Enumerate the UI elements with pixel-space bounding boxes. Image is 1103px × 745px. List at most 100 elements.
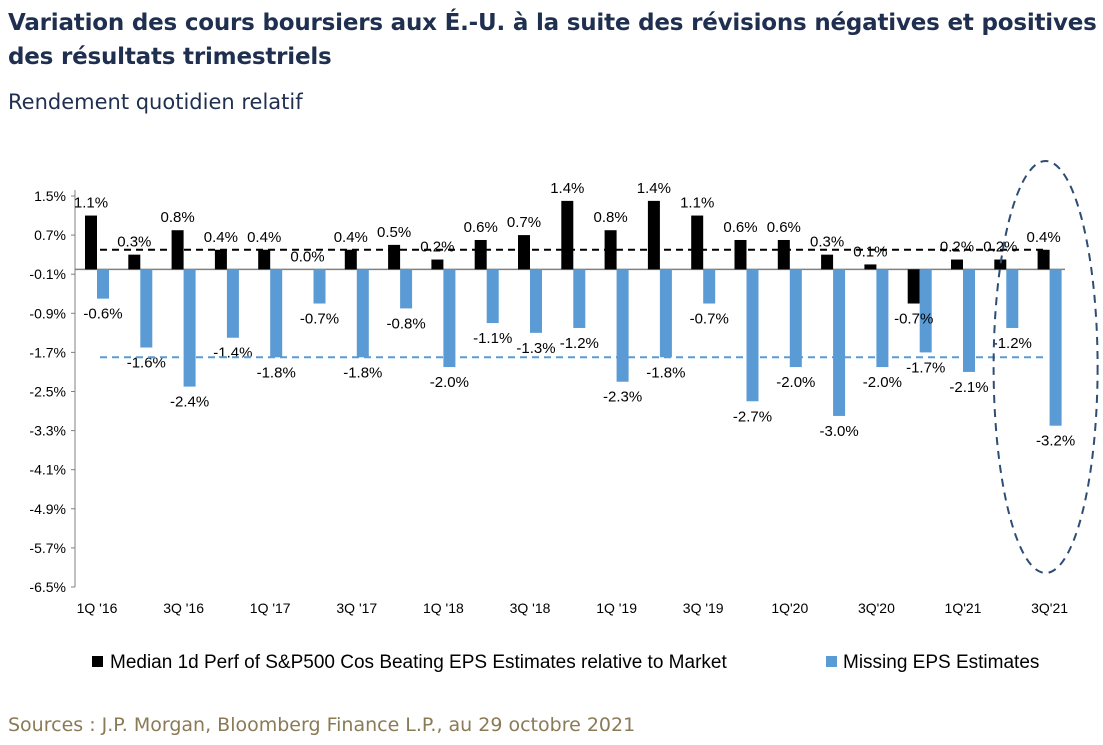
miss-bar-label: -1.2% [993,335,1032,352]
beat-bar-label: 0.4% [334,229,368,246]
beat-bar-label: 1.1% [680,195,714,212]
y-tick-label: -2.5% [29,384,66,400]
bar-labels: 1.1% 0.3% 0.8% 0.4% 0.4% 0.0% 0.4% 0.5% 0.2% 0.6%… [74,180,1075,450]
miss-bar [573,269,586,328]
beat-bar [691,215,704,270]
miss-bar [789,269,802,368]
beat-bar [388,244,401,270]
miss-bar-label: -2.0% [863,374,902,391]
x-tick-label: 1Q '19 [596,600,637,616]
x-tick-label: 3Q'20 [858,600,895,616]
miss-bar [833,269,846,416]
miss-bar-label: -1.8% [343,364,382,381]
miss-bar [876,269,889,368]
miss-bar-label: -1.7% [906,359,945,376]
beat-bar [994,259,1007,270]
legend-label-miss: Missing EPS Estimates [843,652,1039,673]
beat-bar [1037,249,1050,270]
bar-chart: 1.5% 0.7% -0.1% -0.9% -1.7% -2.5% -3.3% -4.1% -4… [29,160,1099,673]
beat-bar-label: 0.2% [940,239,974,256]
miss-bar [183,269,196,387]
x-tick-label: 3Q '16 [163,600,204,616]
average-lines [100,248,1045,359]
miss-bar [963,269,975,372]
beat-bar-label: 0.4% [204,229,238,246]
miss-bar-label: -3.2% [1036,433,1075,450]
beat-bar-label: 0.8% [160,209,194,226]
y-tick-label: -1.7% [29,344,66,360]
beat-bar-label: 0.0% [290,248,324,265]
beat-bar [474,239,487,270]
y-tick-label: -4.1% [29,462,66,478]
miss-bar-label: -0.7% [300,311,339,328]
miss-bar [746,269,759,402]
x-tick-label: 1Q '17 [250,600,291,616]
beat-bar-label: 0.3% [117,234,151,251]
legend-swatch-beat [92,656,103,667]
beat-bar-label: -0.7% [894,311,933,328]
beat-bar-label: 1.1% [74,195,108,212]
legend-label-beat: Median 1d Perf of S&P500 Cos Beating EPS… [110,652,727,673]
beat-bar-label: 0.6% [767,219,801,236]
beat-bar [864,264,877,270]
beat-bar [258,249,271,270]
miss-bar-label: -1.3% [516,340,555,357]
miss-bar-label: -1.8% [257,364,296,381]
beat-bar-label: 0.6% [723,219,757,236]
legend: Median 1d Perf of S&P500 Cos Beating EPS… [92,652,1039,673]
y-tick-label: -0.9% [29,305,66,321]
x-tick-label: 1Q '18 [423,600,464,616]
beat-bar [647,200,660,270]
miss-bar [703,269,716,304]
beat-bar-label: 0.3% [810,234,844,251]
x-tick-label: 3Q '17 [336,600,377,616]
x-tick-label: 3Q'21 [1031,600,1068,616]
x-tick-label: 1Q'20 [771,600,808,616]
beat-bar [85,215,97,270]
miss-bar-label: -2.7% [733,408,772,425]
y-tick-label: -4.9% [29,501,66,517]
miss-bar-label: -1.6% [127,355,166,372]
miss-bar-label: -1.2% [560,335,599,352]
beat-bar [431,259,444,270]
beat-bar-label: 0.4% [247,229,281,246]
miss-bar [1006,269,1019,328]
miss-bar [486,269,499,324]
x-tick-label: 1Q'21 [945,600,982,616]
beat-bar-label: 0.4% [1026,229,1060,246]
y-tick-label: -0.1% [29,266,66,282]
miss-bar [313,269,326,304]
miss-bar-label: -0.6% [83,306,122,323]
beat-bar-label: 1.4% [637,180,671,197]
miss-bar [530,269,542,333]
y-axis: 1.5% 0.7% -0.1% -0.9% -1.7% -2.5% -3.3% -4.1% -4… [29,188,76,595]
y-tick-label: -5.7% [29,540,66,556]
bars [85,200,1062,426]
miss-bar [97,269,109,299]
beat-bar [518,235,530,270]
beat-bar-label: 0.2% [420,239,454,256]
miss-bar [659,269,672,358]
x-tick-label: 3Q '18 [510,600,551,616]
beat-bar [821,254,834,270]
source-note: Sources : J.P. Morgan, Bloomberg Finance… [8,714,636,736]
beat-bar [344,249,357,270]
miss-bar-label: -0.8% [387,315,426,332]
miss-bar-label: -2.3% [603,389,642,406]
beat-bar-label: 0.8% [593,209,627,226]
miss-bar [140,269,153,348]
beat-bar-label: 0.6% [464,219,498,236]
x-tick-label: 1Q '16 [77,600,118,616]
y-tick-label: -3.3% [29,423,66,439]
chart-subtitle: Rendement quotidien relatif [8,90,303,114]
miss-bar-label: -0.7% [690,311,729,328]
miss-bar [443,269,456,368]
beat-bar [951,259,963,270]
beat-bar-label: 0.5% [377,224,411,241]
beat-bar [907,269,920,304]
beat-bar-label: 0.7% [507,214,541,231]
miss-bar-label: -1.8% [646,364,685,381]
x-tick-label: 3Q '19 [683,600,724,616]
miss-bar [919,269,932,353]
miss-bar [616,269,629,382]
